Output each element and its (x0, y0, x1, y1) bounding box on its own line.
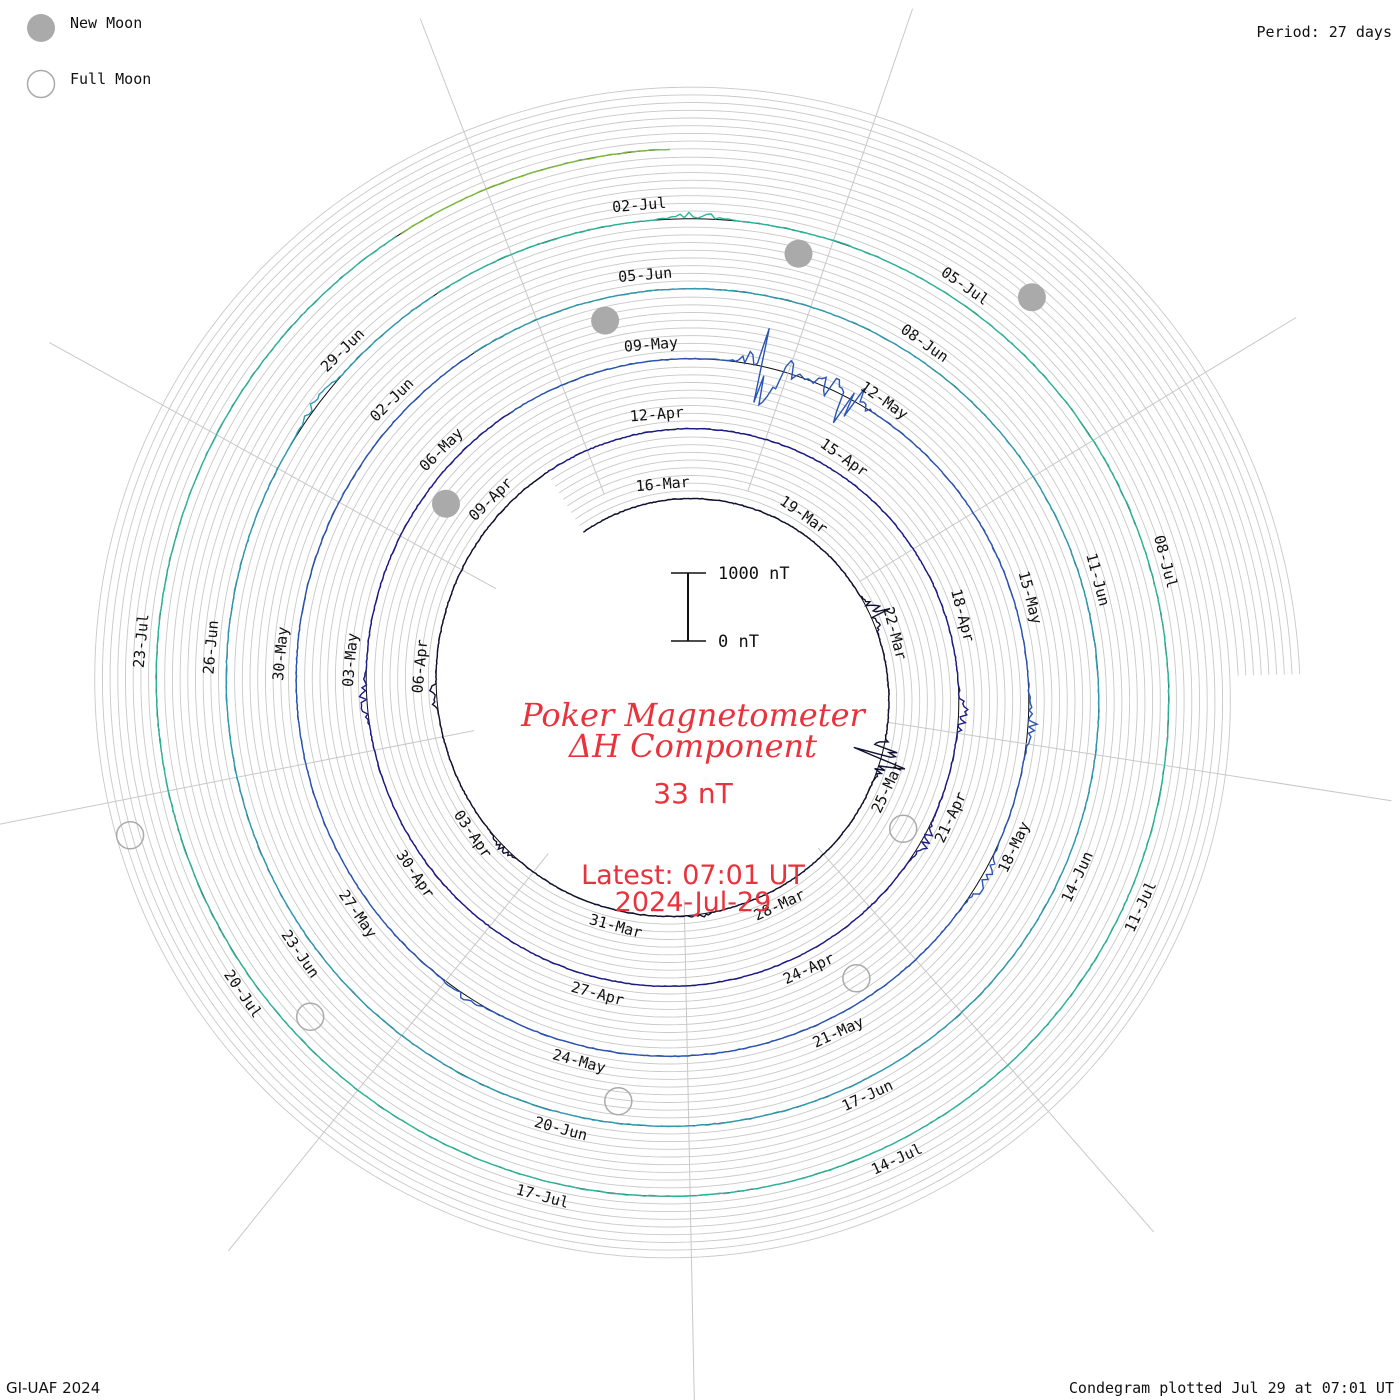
grid-ring (148, 140, 1247, 1205)
grid-spoke (859, 317, 1297, 582)
latest-date: 2024-Jul-29 (615, 887, 772, 918)
date-label: 24-Apr (780, 949, 837, 988)
scale-bar: 1000 nT 0 nT (671, 564, 790, 652)
date-label: 05-Jul (938, 263, 993, 309)
date-label: 21-Apr (931, 789, 970, 846)
grid-spoke (817, 847, 1155, 1233)
date-label: 30-May (269, 626, 292, 682)
date-label: 26-Jun (199, 619, 222, 675)
grid-ring (109, 102, 1285, 1243)
data-traces (155, 148, 1170, 1198)
grid-spoke (683, 899, 695, 1400)
trace-cycle-5 (155, 211, 1170, 1198)
date-label: 16-Mar (635, 473, 691, 495)
grid-spoke (419, 18, 605, 495)
date-label: 25-Mar (868, 759, 907, 816)
date-label: 08-Jul (1150, 533, 1181, 590)
moon-markers (115, 239, 1046, 1116)
full-moon-marker (295, 1002, 325, 1032)
grid-spoke (747, 8, 914, 492)
date-label: 08-Jun (897, 320, 952, 366)
date-label: 03-May (339, 632, 362, 688)
grid-ring (101, 94, 1293, 1251)
new-moon-marker (432, 489, 460, 518)
chart-title: Poker Magnetometer (520, 696, 866, 734)
new-moon-marker (784, 239, 813, 268)
date-label: 23-Jul (130, 613, 153, 669)
grid-ring (117, 109, 1278, 1236)
trace-cycle-6 (400, 148, 670, 235)
trace-cycle-2 (358, 412, 969, 988)
date-label: 12-Apr (629, 403, 685, 425)
full-moon-marker (604, 1086, 633, 1116)
grid-spoke (49, 342, 497, 590)
date-label: 06-Apr (408, 639, 431, 695)
date-label: 09-Apr (465, 474, 516, 525)
latest-time: Latest: 07:01 UT (581, 860, 805, 891)
new-moon-icon (27, 14, 55, 42)
date-label: 15-May (1015, 569, 1046, 626)
grid-ring (94, 86, 1301, 1259)
full-moon-label: Full Moon (70, 70, 152, 88)
date-label: 18-May (994, 819, 1033, 876)
grid-ring (132, 125, 1262, 1220)
date-label: 05-Jun (617, 264, 673, 286)
grid-spoke (228, 853, 549, 1252)
date-label: 09-May (623, 333, 679, 355)
grid-spoke (0, 730, 475, 825)
new-moon-marker (591, 306, 620, 335)
chart-subtitle: ΔH Component (567, 727, 817, 765)
date-label: 02-Jul (612, 194, 668, 216)
date-label: 12-May (857, 377, 912, 423)
trace-cycle-1 (428, 471, 906, 918)
period-label: Period: 27 days (1256, 23, 1392, 41)
new-moon-marker (1017, 283, 1046, 312)
full-moon-icon (26, 69, 56, 99)
date-label: 03-Apr (450, 807, 496, 862)
scale-bottom-label: 0 nT (718, 632, 759, 652)
date-label: 14-Jun (1058, 849, 1097, 906)
scale-top-label: 1000 nT (718, 564, 790, 584)
date-label: 15-Apr (817, 435, 872, 481)
trace-cycle-4 (225, 287, 1100, 1128)
grid-ring (140, 132, 1254, 1213)
grid-ring (125, 117, 1270, 1228)
date-label: 14-Jul (868, 1140, 925, 1179)
trace-cycle-3 (295, 328, 1040, 1058)
full-moon-marker (842, 964, 871, 993)
plotted-label: Condegram plotted Jul 29 at 07:01 UT (1068, 1379, 1394, 1397)
full-moon-marker (888, 814, 918, 844)
full-moon-marker (115, 821, 145, 850)
date-label: 21-May (810, 1013, 867, 1052)
grid-spoke (887, 721, 1392, 802)
date-label: 17-Jun (839, 1076, 896, 1115)
credit-label: GI-UAF 2024 (6, 1379, 101, 1397)
spoke-grid (0, 8, 1392, 1400)
date-label: 19-Mar (776, 492, 831, 538)
new-moon-label: New Moon (70, 14, 143, 32)
date-label: 11-Jul (1121, 878, 1160, 935)
current-value: 33 nT (653, 777, 733, 810)
